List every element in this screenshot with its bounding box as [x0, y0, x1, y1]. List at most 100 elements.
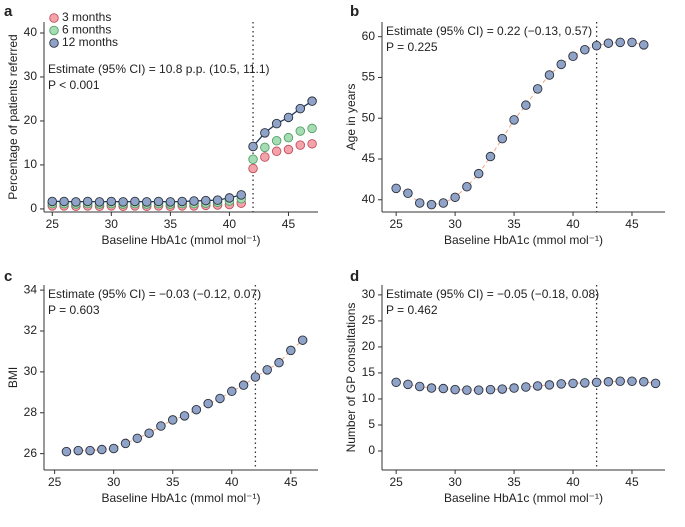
point — [450, 384, 460, 395]
y-axis-label: Number of GP consultations — [344, 303, 358, 453]
y-tick-label: 28 — [24, 405, 38, 419]
point — [462, 181, 472, 192]
legend-marker — [49, 38, 59, 48]
point — [532, 381, 543, 391]
point — [438, 383, 449, 394]
point — [297, 335, 308, 345]
point — [307, 123, 317, 134]
point — [462, 385, 472, 395]
x-tick-label: 30 — [107, 475, 121, 489]
y-tick-label: 0 — [368, 443, 375, 457]
point — [650, 378, 661, 389]
point — [120, 438, 131, 449]
annotation: P = 0.462 — [386, 303, 438, 317]
point — [509, 115, 519, 125]
point — [212, 195, 223, 205]
point — [403, 379, 413, 390]
point — [71, 197, 81, 207]
point — [156, 421, 166, 431]
x-tick-label: 40 — [223, 217, 237, 231]
x-axis-label: Baseline HbA1c (mmol mol⁻¹) — [101, 233, 260, 247]
point — [295, 103, 306, 114]
y-tick-label: 0 — [30, 201, 37, 215]
x-tick-label: 40 — [225, 475, 239, 489]
point — [271, 135, 282, 146]
point — [426, 383, 437, 393]
point — [544, 380, 555, 390]
point — [224, 193, 235, 203]
y-tick-label: 20 — [362, 339, 376, 353]
point — [438, 198, 449, 208]
point — [108, 443, 119, 454]
x-tick-label: 45 — [284, 475, 298, 489]
point — [295, 140, 306, 150]
y-tick-label: 50 — [362, 110, 376, 124]
legend-marker — [49, 13, 59, 23]
y-tick-label: 40 — [24, 25, 38, 39]
point — [227, 386, 237, 397]
point — [639, 377, 649, 387]
point — [509, 383, 519, 393]
point — [248, 163, 258, 174]
x-tick-label: 25 — [389, 475, 403, 489]
y-tick-label: 10 — [24, 157, 38, 171]
point — [260, 152, 270, 162]
point — [391, 377, 401, 388]
y-tick-label: 40 — [362, 192, 376, 206]
y-tick-label: 25 — [362, 313, 376, 327]
panel-label: b — [350, 3, 359, 20]
point — [283, 132, 294, 143]
point — [250, 372, 261, 382]
point — [177, 196, 187, 207]
y-axis-label: BMI — [6, 367, 20, 388]
fit-line — [395, 41, 644, 206]
annotation: Estimate (95% CI) = 10.8 p.p. (10.5, 11.… — [48, 62, 270, 76]
point — [236, 190, 246, 200]
x-tick-label: 30 — [448, 475, 462, 489]
legend-marker — [49, 25, 59, 36]
y-tick-label: 5 — [368, 417, 375, 431]
point — [248, 154, 258, 164]
point — [307, 96, 317, 106]
y-axis-label: Percentage of patients referred — [6, 34, 20, 199]
point — [179, 411, 190, 421]
legend-label: 3 months — [62, 10, 111, 24]
point — [403, 188, 413, 198]
point — [85, 445, 95, 456]
y-tick-label: 20 — [24, 113, 38, 127]
x-tick-label: 35 — [166, 475, 180, 489]
point — [591, 377, 602, 388]
x-tick-label: 25 — [389, 217, 403, 231]
point — [262, 365, 272, 375]
point — [627, 376, 637, 387]
point — [238, 380, 249, 390]
point — [580, 378, 590, 388]
point — [556, 59, 566, 70]
point — [414, 198, 425, 208]
x-tick-label: 35 — [507, 217, 521, 231]
point — [191, 404, 202, 415]
point — [627, 37, 637, 48]
point — [203, 398, 213, 409]
point — [153, 196, 164, 207]
point — [165, 197, 176, 207]
point — [130, 196, 140, 207]
point — [286, 345, 296, 356]
point — [544, 70, 555, 80]
point — [260, 142, 270, 153]
x-tick-label: 40 — [566, 475, 580, 489]
annotation: Estimate (95% CI) = −0.05 (−0.18, 0.08) — [386, 287, 599, 301]
x-tick-label: 45 — [625, 475, 639, 489]
point — [61, 446, 72, 457]
x-tick-label: 40 — [566, 217, 580, 231]
point — [473, 168, 484, 179]
point — [73, 445, 83, 456]
point — [94, 197, 105, 207]
point — [497, 384, 508, 394]
point — [485, 384, 496, 395]
annotation: P < 0.001 — [48, 78, 100, 92]
point — [532, 84, 543, 94]
panel-label: d — [350, 268, 359, 285]
point — [497, 133, 508, 144]
